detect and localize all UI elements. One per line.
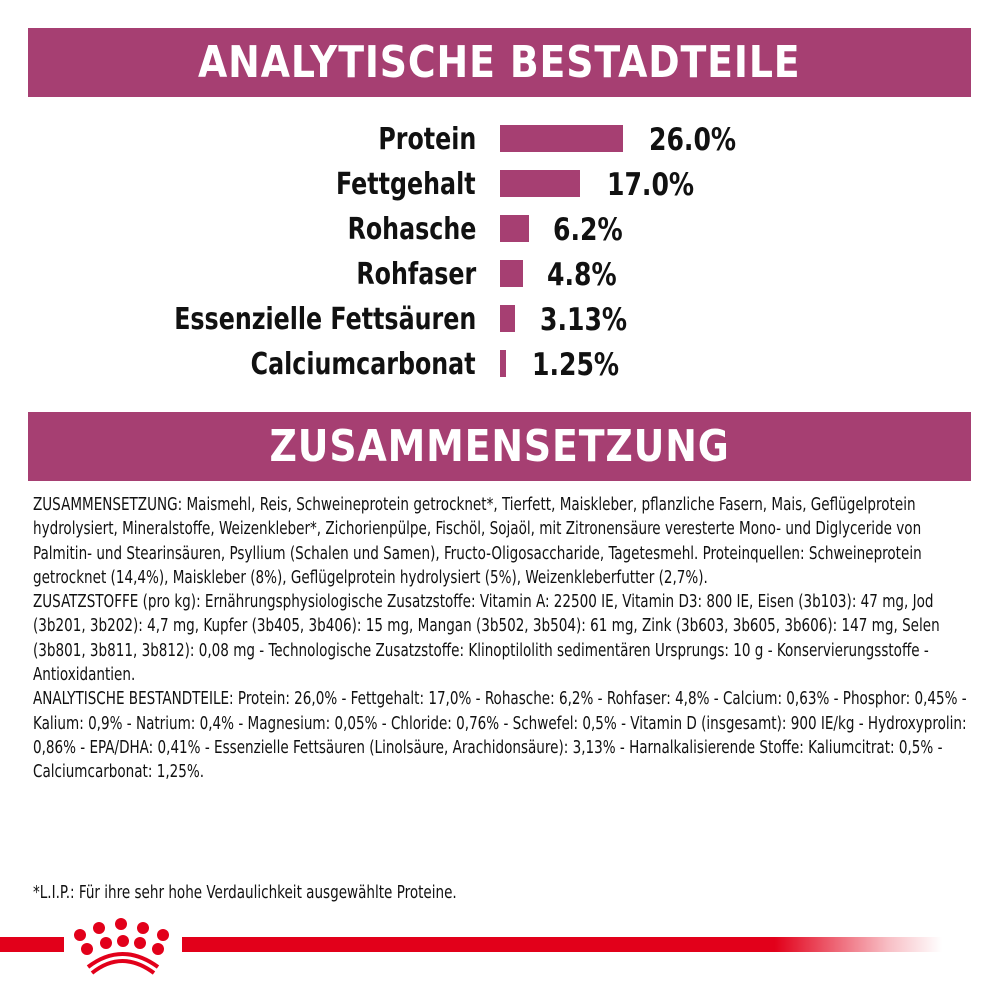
chart-row: Fettgehalt 17.0% — [0, 163, 1000, 207]
bar — [500, 215, 529, 242]
chart-row: Essenzielle Fettsäuren 3.13% — [0, 298, 1000, 342]
chart-row: Protein 26.0% — [0, 118, 1000, 162]
bar-value: 26.0% — [649, 122, 737, 158]
ingredients-paragraph: ZUSAMMENSETZUNG: Maismehl, Reis, Schwein… — [33, 495, 922, 588]
bar — [500, 350, 506, 377]
bar — [500, 305, 515, 332]
footer-stripe-right — [182, 937, 942, 952]
bar-label: Rohfaser — [356, 257, 476, 292]
banner-title: ANALYTISCHE BESTADTEILE — [198, 37, 801, 88]
bar — [500, 125, 623, 152]
bar-value: 17.0% — [607, 167, 695, 203]
bar-label: Protein — [378, 122, 476, 157]
bar-value: 1.25% — [532, 347, 620, 383]
chart-row: Calciumcarbonat 1.25% — [0, 343, 1000, 387]
bar — [500, 170, 580, 197]
footnote: *L.I.P.: Für ihre sehr hohe Verdaulichke… — [33, 883, 457, 903]
bar — [500, 260, 523, 287]
banner-title: ZUSAMMENSETZUNG — [269, 421, 730, 472]
bar-label: Fettgehalt — [336, 167, 476, 202]
bar-label: Essenzielle Fettsäuren — [173, 302, 476, 337]
analytical-constituents-banner: ANALYTISCHE BESTADTEILE — [28, 28, 971, 97]
bar-label: Rohasche — [347, 212, 476, 247]
bar-value: 3.13% — [540, 302, 628, 338]
bar-value: 4.8% — [547, 257, 617, 293]
composition-text: ZUSAMMENSETZUNG: Maismehl, Reis, Schwein… — [33, 493, 983, 785]
footer-stripe-left — [0, 937, 64, 952]
additives-paragraph: ZUSATZSTOFFE (pro kg): Ernährungsphysiol… — [33, 592, 940, 686]
bar-value: 6.2% — [553, 212, 623, 248]
bar-label: Calciumcarbonat — [251, 347, 476, 382]
analytical-paragraph: ANALYTISCHE BESTANDTEILE: Protein: 26,0%… — [33, 689, 967, 783]
chart-row: Rohasche 6.2% — [0, 208, 1000, 252]
crown-logo-icon — [74, 918, 169, 975]
chart-row: Rohfaser 4.8% — [0, 253, 1000, 297]
composition-banner: ZUSAMMENSETZUNG — [28, 412, 971, 481]
